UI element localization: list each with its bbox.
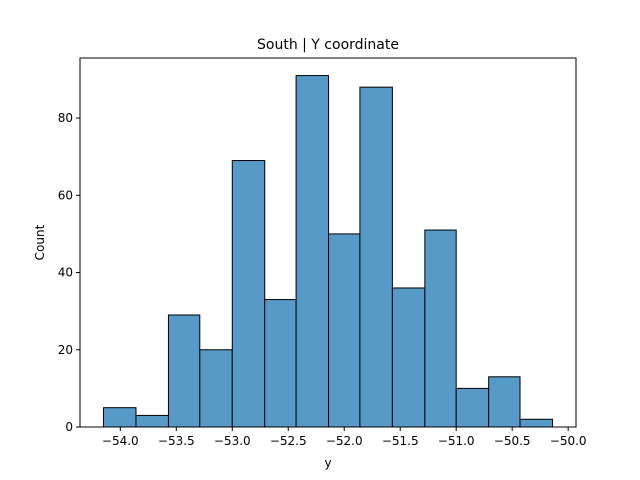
y-tick-label: 80 bbox=[58, 111, 73, 125]
x-tick-label: −53.5 bbox=[158, 434, 195, 448]
histogram-bar bbox=[455, 387, 490, 428]
x-tick-label: −50.5 bbox=[494, 434, 531, 448]
x-axis-ticks: −54.0 −53.5 −53.0 −52.5 −52.0 −51.5 −51.0 −50.5… bbox=[102, 427, 587, 448]
x-tick-label: −53.0 bbox=[214, 434, 251, 448]
x-tick-label: −52.5 bbox=[270, 434, 307, 448]
x-tick-label: −51.5 bbox=[382, 434, 419, 448]
chart-title: South | Y coordinate bbox=[257, 37, 399, 53]
histogram-bar bbox=[488, 376, 521, 428]
y-tick-label: 40 bbox=[58, 266, 73, 280]
histogram-bar bbox=[135, 414, 169, 428]
histogram-bar bbox=[231, 160, 266, 428]
axes-frame bbox=[79, 57, 577, 428]
histogram-bar bbox=[264, 299, 297, 428]
x-tick-label: −50.0 bbox=[550, 434, 587, 448]
y-tick-label: 0 bbox=[65, 420, 73, 434]
histogram-bar bbox=[359, 86, 393, 428]
histogram-bar bbox=[295, 75, 330, 428]
y-tick-label: 20 bbox=[58, 343, 73, 357]
x-axis-label: y bbox=[324, 456, 331, 470]
y-axis-ticks: 0 20 40 60 80 bbox=[58, 111, 80, 434]
histogram-bar bbox=[199, 349, 233, 428]
bars-group bbox=[103, 75, 553, 428]
y-tick-label: 60 bbox=[58, 188, 73, 202]
histogram-bar bbox=[391, 287, 426, 428]
histogram-bar bbox=[103, 407, 137, 428]
x-tick-label: −51.0 bbox=[438, 434, 475, 448]
histogram-bar bbox=[424, 229, 457, 428]
histogram-bar bbox=[519, 418, 553, 428]
histogram-bar bbox=[328, 233, 361, 428]
histogram-bar bbox=[167, 314, 201, 428]
x-tick-label: −54.0 bbox=[102, 434, 139, 448]
x-tick-label: −52.0 bbox=[326, 434, 363, 448]
y-axis-label: Count bbox=[33, 224, 47, 260]
